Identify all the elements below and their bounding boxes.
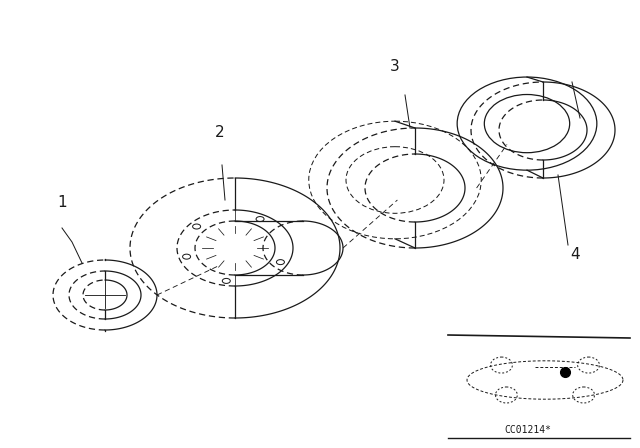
Text: 4: 4 [570,247,580,262]
Text: 3: 3 [390,59,400,74]
Text: 2: 2 [215,125,225,140]
Text: CC01214*: CC01214* [504,425,552,435]
Text: 1: 1 [57,195,67,210]
